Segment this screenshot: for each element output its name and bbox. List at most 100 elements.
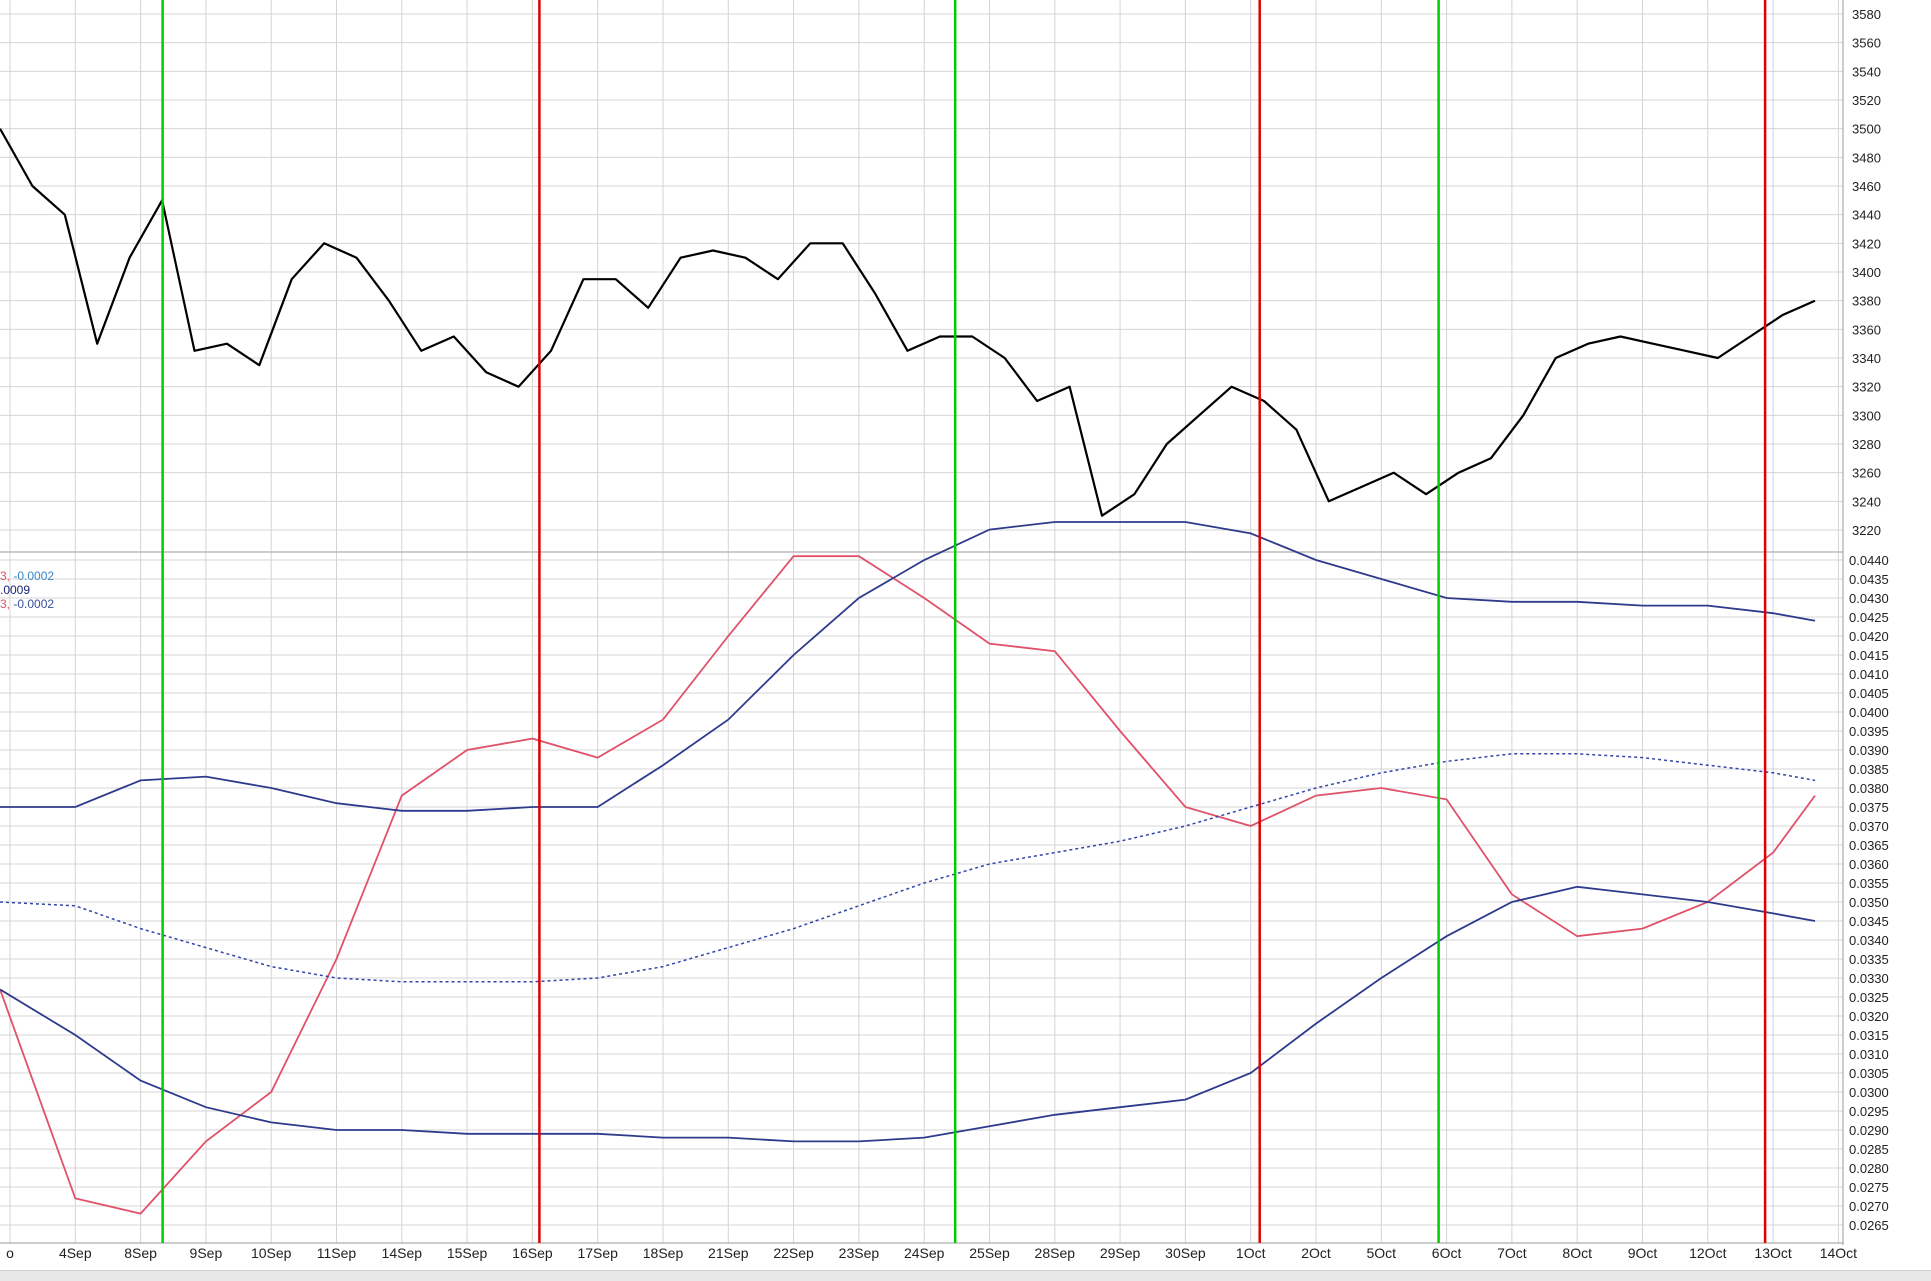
x-tick-label: 17Sep bbox=[577, 1245, 618, 1261]
price-y-axis: 3580 3560 3540 3520 3500 3480 3460 3440 3420 3400… bbox=[1852, 7, 1881, 538]
indicator-tick-label: 0.0285 bbox=[1849, 1142, 1889, 1157]
indicator-series bbox=[0, 521, 1816, 1215]
x-tick-label: 22Sep bbox=[773, 1245, 814, 1261]
x-tick-label: 9Sep bbox=[190, 1245, 223, 1261]
indicator-tick-label: 0.0300 bbox=[1849, 1085, 1889, 1100]
x-tick-label: 9Oct bbox=[1628, 1245, 1658, 1261]
x-tick-label: 11Sep bbox=[317, 1245, 357, 1261]
indicator-tick-label: 0.0440 bbox=[1849, 553, 1889, 568]
price-tick-label: 3540 bbox=[1852, 64, 1881, 79]
indicator-tick-label: 0.0385 bbox=[1849, 762, 1889, 777]
x-tick-label: 30Sep bbox=[1165, 1245, 1206, 1261]
x-tick-label: 8Sep bbox=[124, 1245, 157, 1261]
price-tick-label: 3420 bbox=[1852, 236, 1881, 251]
indicator-tick-label: 0.0355 bbox=[1849, 876, 1889, 891]
indicator-tick-label: 0.0340 bbox=[1849, 933, 1889, 948]
x-tick-label: 1Oct bbox=[1236, 1245, 1266, 1261]
x-tick-label: 21Sep bbox=[708, 1245, 749, 1261]
price-tick-label: 3360 bbox=[1852, 322, 1881, 337]
indicator-tick-label: 0.0365 bbox=[1849, 838, 1889, 853]
indicator-tick-label: 0.0275 bbox=[1849, 1180, 1889, 1195]
indicator-tick-label: 0.0415 bbox=[1849, 648, 1889, 663]
x-tick-label: 4Sep bbox=[59, 1245, 92, 1261]
indicator-tick-label: 0.0280 bbox=[1849, 1161, 1889, 1176]
x-tick-label: 5Oct bbox=[1367, 1245, 1397, 1261]
legend-line-1: 3, -0.0002 bbox=[0, 569, 54, 583]
x-tick-label: 16Sep bbox=[512, 1245, 553, 1261]
indicator-tick-label: 0.0405 bbox=[1849, 686, 1889, 701]
price-tick-label: 3520 bbox=[1852, 93, 1881, 108]
x-tick-label: 10Sep bbox=[251, 1245, 292, 1261]
middle-band-line bbox=[0, 753, 1816, 983]
price-tick-label: 3560 bbox=[1852, 36, 1881, 51]
x-tick-label: 8Oct bbox=[1562, 1245, 1592, 1261]
x-tick-label: o bbox=[6, 1245, 14, 1261]
indicator-tick-label: 0.0435 bbox=[1849, 572, 1889, 587]
indicator-tick-label: 0.0270 bbox=[1849, 1199, 1889, 1214]
price-tick-label: 3260 bbox=[1852, 466, 1881, 481]
x-axis: o 4Sep 8Sep 9Sep 10Sep 11Sep 14Sep 15Sep 16Sep 17… bbox=[6, 1245, 1857, 1261]
price-tick-label: 3440 bbox=[1852, 208, 1881, 223]
price-tick-label: 3500 bbox=[1852, 122, 1881, 137]
indicator-tick-label: 0.0305 bbox=[1849, 1066, 1889, 1081]
indicator-tick-label: 0.0290 bbox=[1849, 1123, 1889, 1138]
price-tick-label: 3580 bbox=[1852, 7, 1881, 22]
x-tick-label: 12Oct bbox=[1689, 1245, 1726, 1261]
oscillator-line bbox=[0, 555, 1816, 1215]
indicator-tick-label: 0.0335 bbox=[1849, 952, 1889, 967]
x-tick-label: 28Sep bbox=[1035, 1245, 1076, 1261]
indicator-tick-label: 0.0380 bbox=[1849, 781, 1889, 796]
indicator-tick-label: 0.0420 bbox=[1849, 629, 1889, 644]
price-tick-label: 3220 bbox=[1852, 523, 1881, 538]
price-tick-label: 3400 bbox=[1852, 265, 1881, 280]
x-tick-label: 14Oct bbox=[1820, 1245, 1857, 1261]
x-tick-label: 23Sep bbox=[839, 1245, 880, 1261]
x-tick-label: 6Oct bbox=[1432, 1245, 1462, 1261]
price-series bbox=[0, 128, 1816, 517]
lower-band-line bbox=[0, 885, 1816, 1143]
x-tick-label: 15Sep bbox=[447, 1245, 488, 1261]
x-tick-label: 25Sep bbox=[969, 1245, 1010, 1261]
indicator-tick-label: 0.0410 bbox=[1849, 667, 1889, 682]
indicator-tick-label: 0.0315 bbox=[1849, 1028, 1889, 1043]
indicator-tick-label: 0.0320 bbox=[1849, 1009, 1889, 1024]
indicator-tick-label: 0.0395 bbox=[1849, 724, 1889, 739]
price-tick-label: 3340 bbox=[1852, 351, 1881, 366]
x-tick-label: 29Sep bbox=[1100, 1245, 1141, 1261]
price-tick-label: 3320 bbox=[1852, 380, 1881, 395]
upper-band-line bbox=[0, 521, 1816, 812]
price-tick-label: 3300 bbox=[1852, 408, 1881, 423]
indicator-tick-label: 0.0390 bbox=[1849, 743, 1889, 758]
indicator-tick-label: 0.0350 bbox=[1849, 895, 1889, 910]
indicator-legend: 3, -0.0002 .0009 3, -0.0002 bbox=[0, 569, 54, 611]
price-tick-label: 3480 bbox=[1852, 150, 1881, 165]
indicator-tick-label: 0.0345 bbox=[1849, 914, 1889, 929]
x-tick-label: 13Oct bbox=[1754, 1245, 1791, 1261]
legend-line-2: .0009 bbox=[0, 583, 30, 597]
indicator-tick-label: 0.0370 bbox=[1849, 819, 1889, 834]
price-tick-label: 3460 bbox=[1852, 179, 1881, 194]
x-tick-label: 7Oct bbox=[1497, 1245, 1527, 1261]
x-tick-label: 14Sep bbox=[382, 1245, 423, 1261]
signal-lines bbox=[161, 0, 1767, 1243]
price-line bbox=[0, 128, 1816, 517]
indicator-tick-label: 0.0265 bbox=[1849, 1218, 1889, 1233]
chart-grid bbox=[0, 0, 1843, 1243]
price-tick-label: 3380 bbox=[1852, 294, 1881, 309]
indicator-tick-label: 0.0400 bbox=[1849, 705, 1889, 720]
indicator-y-axis: 0.0440 0.0435 0.0430 0.0425 0.0420 0.0415 0.04… bbox=[1849, 553, 1889, 1233]
x-tick-label: 2Oct bbox=[1301, 1245, 1331, 1261]
price-tick-label: 3240 bbox=[1852, 494, 1881, 509]
x-tick-label: 18Sep bbox=[643, 1245, 684, 1261]
indicator-tick-label: 0.0360 bbox=[1849, 857, 1889, 872]
legend-line-3: 3, -0.0002 bbox=[0, 597, 54, 611]
indicator-tick-label: 0.0425 bbox=[1849, 610, 1889, 625]
indicator-tick-label: 0.0325 bbox=[1849, 990, 1889, 1005]
x-tick-label: 24Sep bbox=[904, 1245, 945, 1261]
indicator-tick-label: 0.0295 bbox=[1849, 1104, 1889, 1119]
indicator-tick-label: 0.0430 bbox=[1849, 591, 1889, 606]
indicator-tick-label: 0.0375 bbox=[1849, 800, 1889, 815]
price-tick-label: 3280 bbox=[1852, 437, 1881, 452]
status-bar bbox=[0, 1270, 1931, 1281]
